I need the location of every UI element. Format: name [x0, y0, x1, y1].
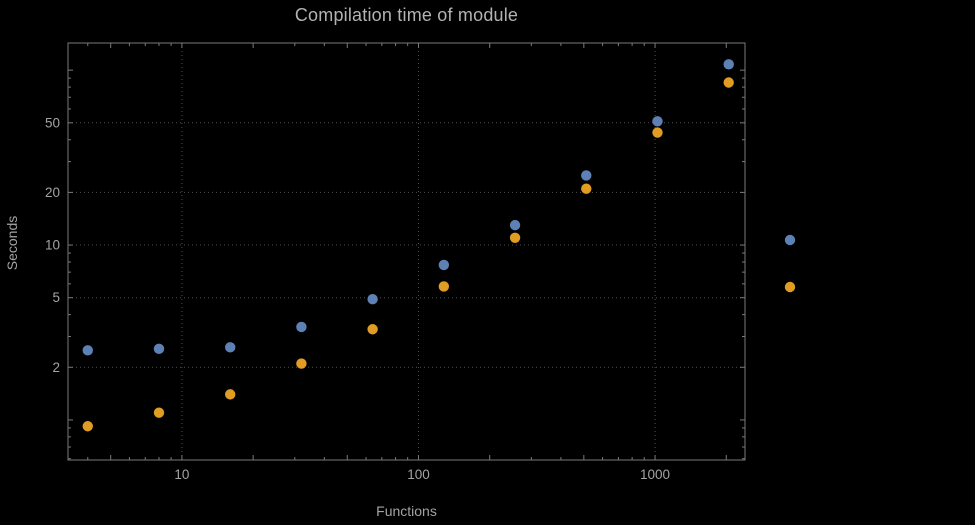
chart-title: Compilation time of module: [294, 5, 519, 25]
gridlines: [68, 43, 745, 460]
data-point-blue-series: [296, 321, 307, 333]
data-point-blue-series: [723, 59, 734, 70]
axis-ticks: [68, 43, 745, 460]
data-point-orange-series: [509, 232, 521, 244]
data-point-orange-series: [296, 358, 307, 369]
y-tick-label: 2: [52, 360, 60, 375]
plot-frame: [67, 42, 746, 461]
data-point-blue-series: [652, 116, 663, 127]
data-point-blue-series: [367, 294, 378, 305]
legend-marker-blue-series-marker: [784, 234, 796, 246]
y-tick-label: 10: [45, 238, 60, 253]
x-axis-label: Functions: [376, 503, 437, 519]
y-tick-label: 5: [52, 290, 60, 305]
frame-rect: [67, 42, 746, 461]
data-point-orange-series: [723, 77, 734, 88]
y-tick-label: 20: [45, 185, 60, 200]
data-point-orange-series: [581, 183, 592, 194]
data-point-orange-series: [224, 389, 236, 400]
data-point-orange-series: [438, 281, 450, 292]
x-tick-label: 10: [174, 467, 189, 482]
legend: [784, 234, 796, 293]
legend-marker-orange-series-marker: [784, 281, 796, 293]
data-point-blue-series: [509, 219, 521, 231]
data-point-orange-series: [153, 407, 165, 418]
y-tick-label: 50: [45, 115, 60, 130]
data-point-blue-series: [581, 170, 592, 181]
data-point-blue-series: [153, 343, 165, 355]
data-point-orange-series: [82, 421, 93, 432]
x-tick-label: 100: [407, 467, 430, 482]
x-tick-label: 1000: [640, 467, 670, 482]
tick-labels: 10 100 1000 2 5 10 20 50: [45, 115, 670, 482]
data-point-orange-series: [652, 127, 663, 138]
data-point-blue-series: [438, 259, 450, 271]
data-points: [82, 59, 734, 432]
data-point-blue-series: [224, 342, 236, 353]
data-point-blue-series: [82, 345, 93, 356]
data-point-orange-series: [367, 324, 378, 335]
